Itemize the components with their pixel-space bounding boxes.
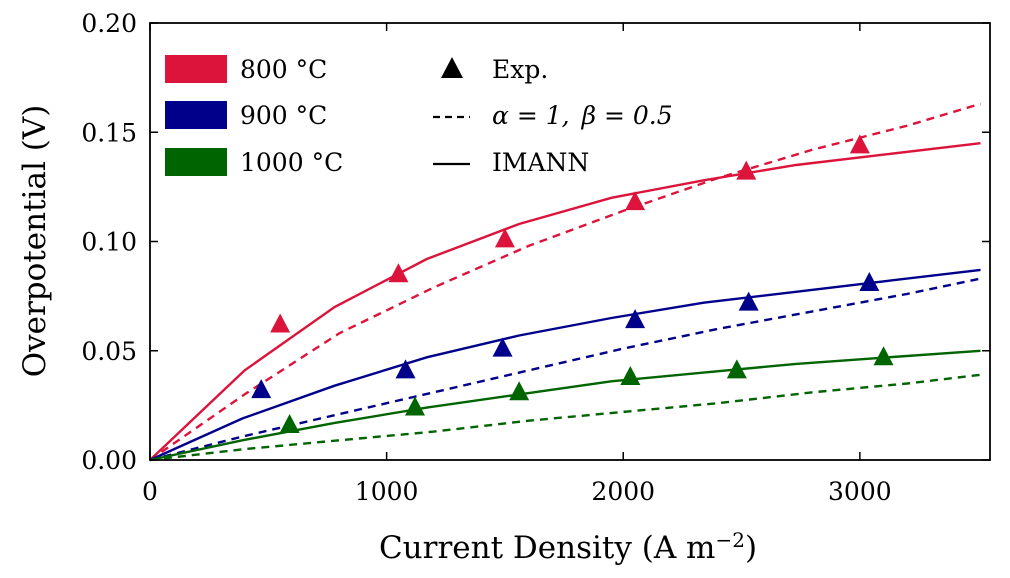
y-tick-label-1: 0.05: [81, 337, 137, 366]
x-tick-label-1: 1000: [355, 477, 419, 506]
exp-point-900C-2: [492, 337, 513, 357]
x-axis-label: Current Density (A m−2): [379, 528, 757, 566]
y-axis-label: Overpotential (V): [17, 105, 53, 378]
legend-swatch-800: [165, 55, 227, 83]
imann-line-800C: [149, 142, 981, 461]
exp-point-1000C-4: [726, 359, 747, 379]
x-tick-label-3: 3000: [828, 477, 892, 506]
axis-ticks: 0 1000 2000 3000 0.00 0.05 0.10 0.15 0.20: [81, 9, 990, 506]
legend-swatch-900: [165, 101, 227, 129]
exp-point-1000C-1: [405, 396, 426, 416]
exp-point-800C-3: [625, 191, 646, 211]
imann-line-1000C: [149, 349, 981, 462]
exp-point-900C-0: [251, 379, 272, 399]
x-tick-label-2: 2000: [591, 477, 655, 506]
plot-frame: [149, 22, 991, 461]
exp-point-800C-5: [849, 134, 870, 154]
exp-point-1000C-5: [873, 346, 894, 366]
model-line-1000C: [149, 373, 981, 462]
legend-label-800: 800 °C: [240, 55, 327, 84]
plot-markers: [251, 134, 894, 434]
exp-point-1000C-0: [279, 414, 300, 434]
y-tick-label-4: 0.20: [81, 9, 137, 38]
y-tick-label-2: 0.10: [81, 228, 137, 257]
legend-label-exp: Exp.: [492, 55, 548, 84]
exp-point-900C-5: [859, 272, 880, 292]
y-tick-label-0: 0.00: [81, 446, 137, 475]
legend-label-1000: 1000 °C: [240, 148, 343, 177]
legend-label-imann: IMANN: [492, 148, 589, 177]
exp-point-900C-4: [738, 291, 759, 311]
imann-line-900C: [149, 268, 981, 462]
legend-exp-marker: [441, 57, 463, 78]
exp-point-900C-3: [625, 309, 646, 329]
exp-point-900C-1: [395, 359, 416, 379]
exp-point-800C-1: [388, 263, 409, 283]
exp-point-1000C-2: [509, 381, 530, 401]
legend-label-model: α = 1, β = 0.5: [492, 101, 673, 130]
exp-point-800C-2: [494, 228, 515, 248]
exp-point-1000C-3: [620, 365, 641, 385]
exp-point-800C-4: [736, 160, 757, 180]
legend: 800 °C 900 °C 1000 °C Exp. α = 1, β = 0.5…: [165, 55, 673, 177]
exp-point-800C-0: [270, 313, 291, 333]
x-tick-label-0: 0: [142, 477, 158, 506]
y-tick-label-3: 0.15: [81, 118, 137, 147]
legend-swatch-1000: [165, 148, 227, 176]
model-line-900C: [149, 277, 981, 462]
legend-label-900: 900 °C: [240, 101, 327, 130]
